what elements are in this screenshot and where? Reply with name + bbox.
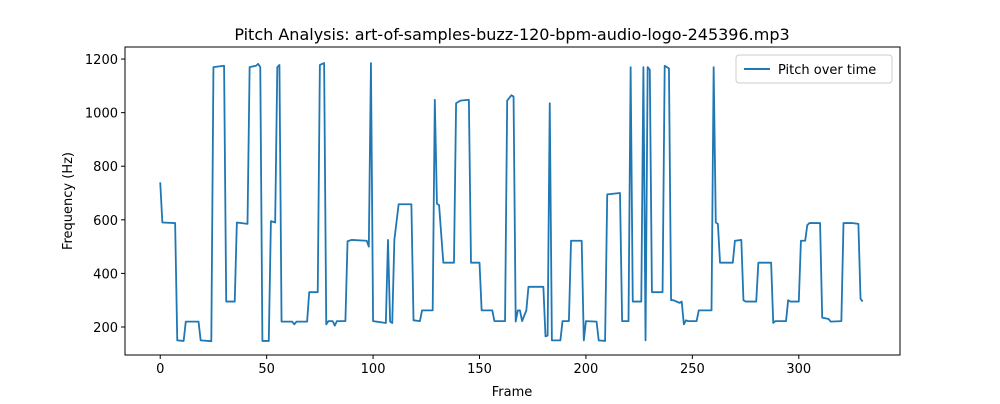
- x-axis-label: Frame: [492, 385, 533, 400]
- y-axis-label: Frequency (Hz): [61, 152, 76, 250]
- x-tick-label: 50: [258, 362, 275, 377]
- chart-title: Pitch Analysis: art-of-samples-buzz-120-…: [234, 25, 789, 44]
- x-tick-label: 150: [467, 362, 492, 377]
- y-tick-label: 200: [93, 321, 118, 336]
- legend-label: Pitch over time: [778, 63, 876, 78]
- y-tick-label: 400: [93, 267, 118, 282]
- x-tick-label: 0: [156, 362, 164, 377]
- y-tick-label: 600: [93, 214, 118, 229]
- x-tick-label: 300: [786, 362, 811, 377]
- x-tick-label: 250: [680, 362, 705, 377]
- y-tick-label: 1200: [85, 53, 118, 68]
- x-tick-label: 200: [574, 362, 599, 377]
- x-tick-label: 100: [361, 362, 386, 377]
- y-tick-label: 800: [93, 160, 118, 175]
- legend-box: [735, 54, 893, 84]
- y-tick-label: 1000: [85, 107, 118, 122]
- plot-frame: [124, 46, 901, 356]
- line-series: [159, 62, 864, 343]
